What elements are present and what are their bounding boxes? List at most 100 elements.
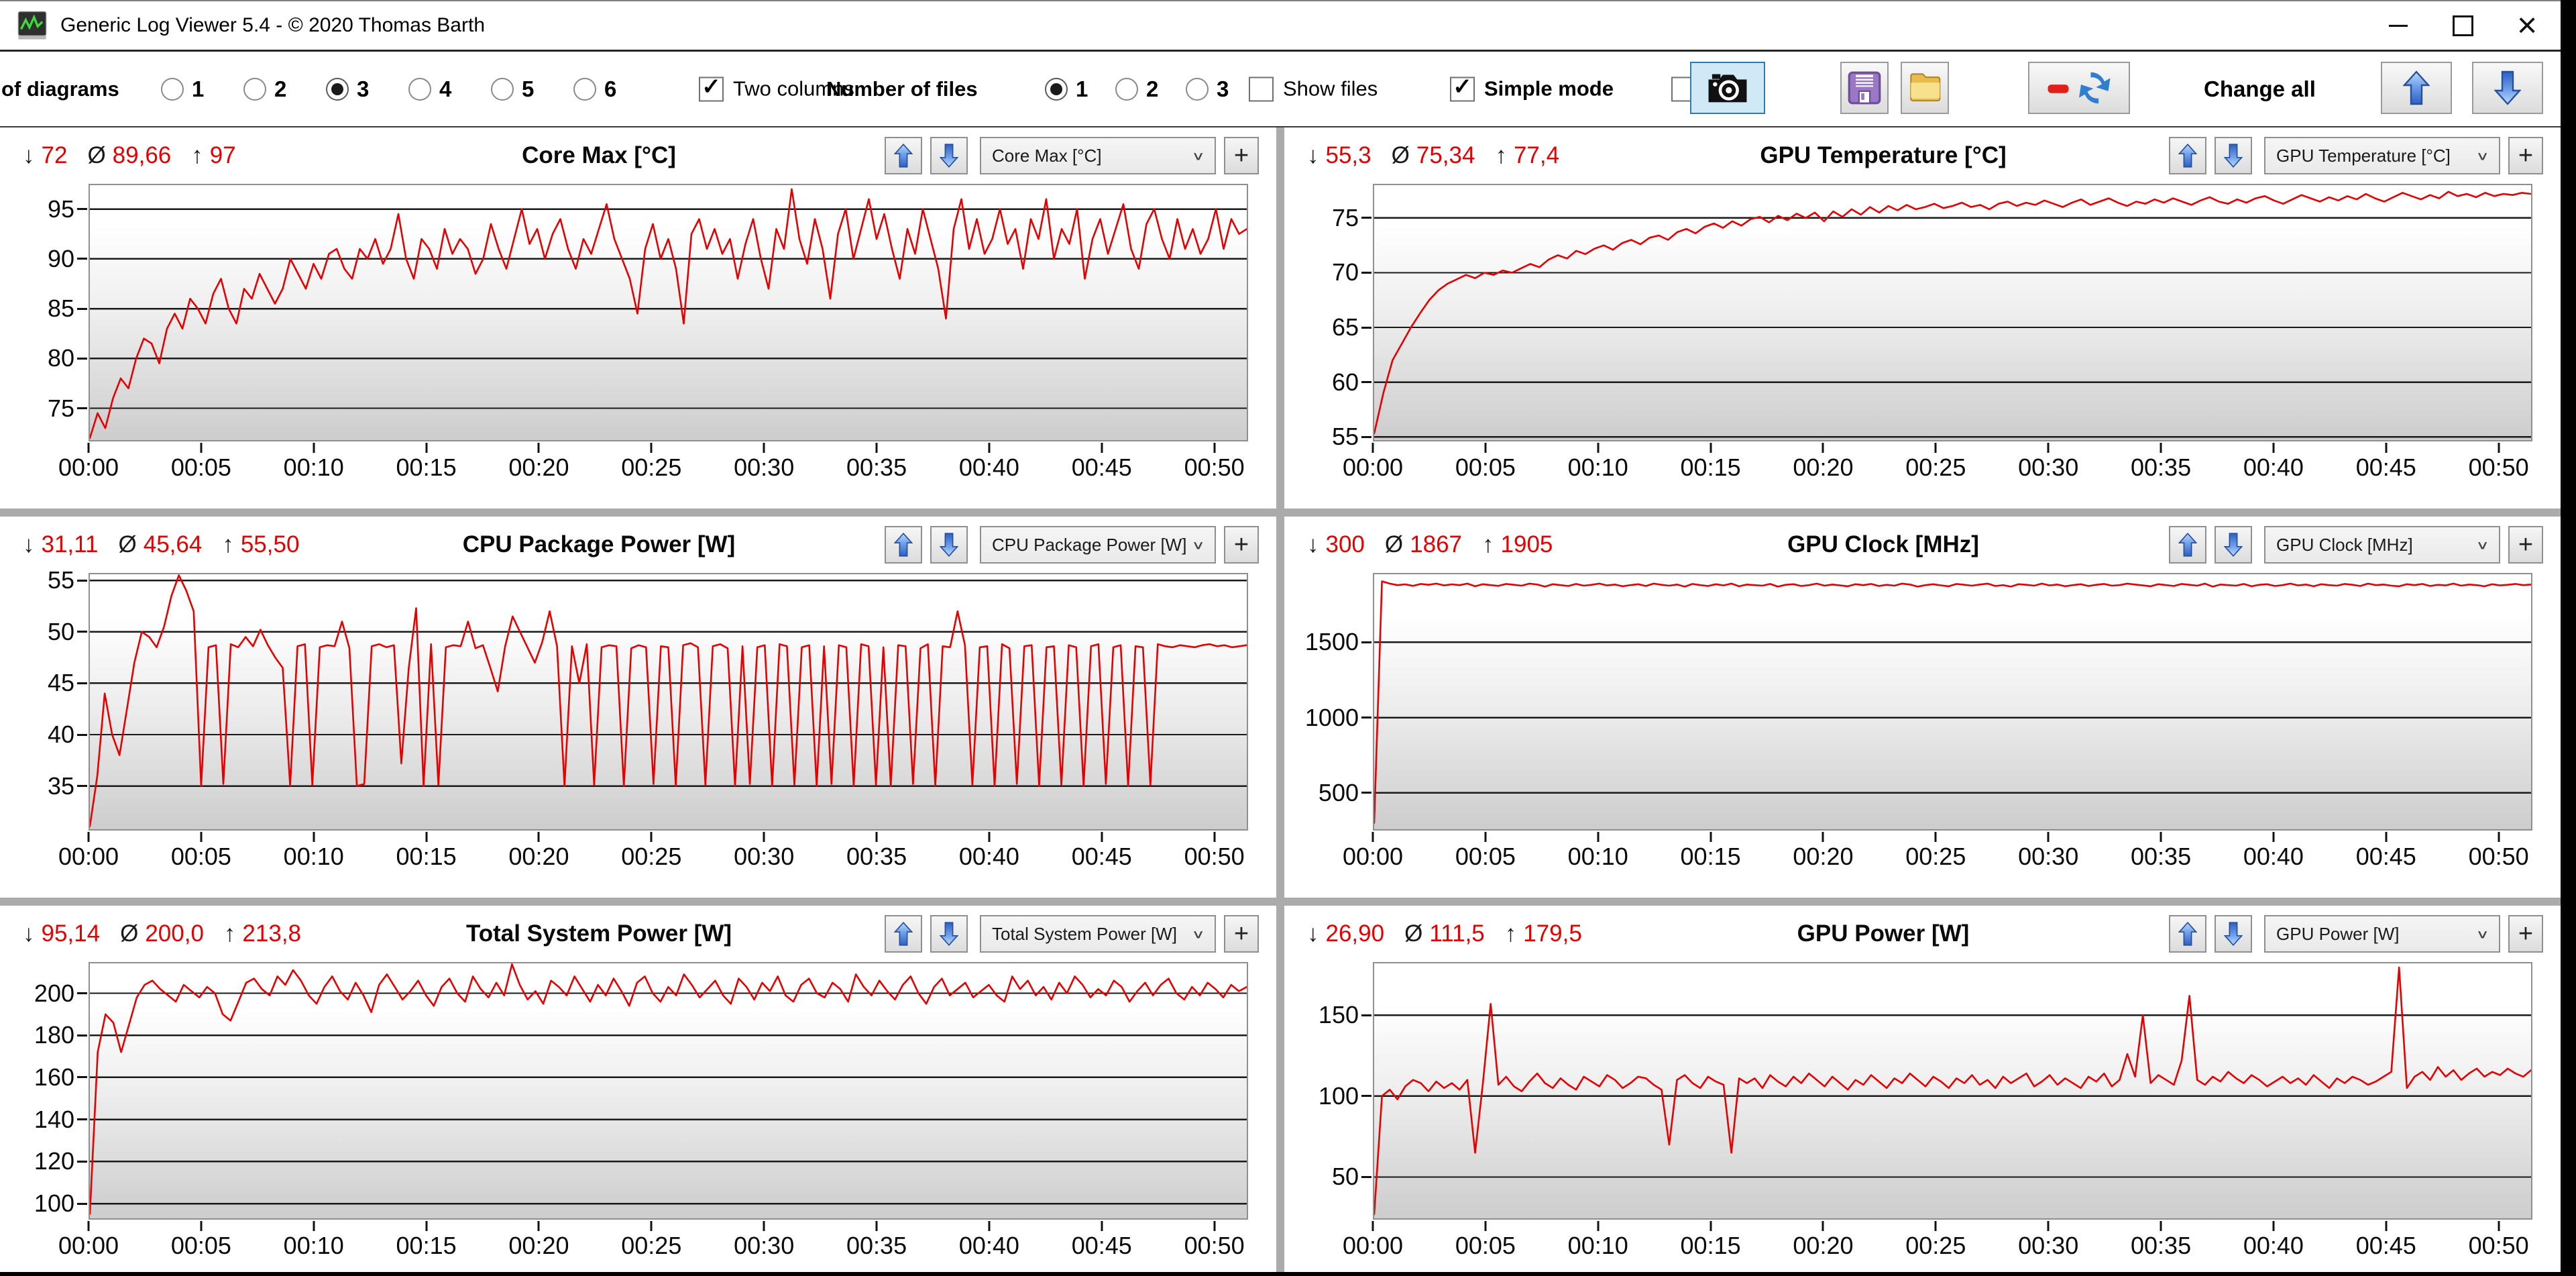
- simple-mode-checkbox[interactable]: ✓: [1450, 76, 1475, 101]
- show-files-checkbox[interactable]: ✓: [1249, 76, 1274, 101]
- diagram-count-radio-3[interactable]: [326, 77, 349, 101]
- arrow-up-icon: [2178, 143, 2197, 168]
- open-file-button[interactable]: [1901, 62, 1949, 114]
- file-count-radio-3[interactable]: [1186, 77, 1209, 101]
- x-tick-mark: [200, 832, 203, 842]
- diagram-count-radio-2[interactable]: [243, 77, 266, 101]
- arrow-up-icon: [894, 921, 913, 946]
- max-arrow-icon: ↑: [222, 531, 234, 557]
- x-tick-label: 00:25: [1905, 843, 1966, 870]
- x-tick-mark: [2160, 443, 2162, 453]
- diagrams-label-item: of diagrams: [1, 77, 119, 101]
- channel-select[interactable]: CPU Package Power [W] ∨: [980, 526, 1216, 564]
- file-count-option-1[interactable]: 1: [1045, 76, 1088, 102]
- y-tick-mark: [77, 682, 87, 684]
- move-up-button[interactable]: [885, 137, 922, 174]
- channel-select[interactable]: GPU Power [W] ∨: [2264, 915, 2500, 953]
- y-axis-labels: 1500 1000 500: [1284, 573, 1373, 831]
- channel-select[interactable]: GPU Temperature [°C] ∨: [2264, 137, 2500, 174]
- x-tick-label: 00:50: [2468, 843, 2529, 870]
- file-count-radio-2[interactable]: [1115, 77, 1138, 101]
- file-count-radio-1[interactable]: [1045, 77, 1068, 101]
- two-columns-option[interactable]: ✓ Two columns: [699, 76, 854, 101]
- channel-select[interactable]: Core Max [°C] ∨: [980, 137, 1216, 174]
- add-channel-button[interactable]: +: [2508, 137, 2543, 174]
- minimize-button[interactable]: [2366, 1, 2430, 50]
- diagram-count-radio-1[interactable]: [161, 77, 184, 101]
- stat-avg: 45,64: [143, 531, 203, 557]
- move-up-button[interactable]: [2169, 137, 2206, 174]
- x-axis-labels: 00:00 00:05 00:10 00:15 00:20 00:25 00:30 00:35…: [58, 831, 1248, 872]
- file-count-option-3[interactable]: 3: [1186, 76, 1229, 102]
- y-tick-label: 85: [47, 295, 74, 323]
- x-tick-mark: [875, 1221, 878, 1231]
- diagram-count-radio-5[interactable]: [491, 77, 514, 101]
- x-tick-label: 00:05: [170, 1232, 231, 1259]
- x-tick-mark: [988, 443, 991, 453]
- x-tick-label: 00:35: [2131, 454, 2192, 481]
- channel-select[interactable]: GPU Clock [MHz] ∨: [2264, 526, 2500, 564]
- diagram-count-radio-4[interactable]: [408, 77, 431, 101]
- move-down-button[interactable]: [2215, 137, 2252, 174]
- x-tick-mark: [425, 832, 428, 842]
- show-files-option[interactable]: ✓ Show files: [1249, 76, 1378, 101]
- add-channel-button[interactable]: +: [2508, 526, 2543, 564]
- x-tick-mark: [313, 443, 315, 453]
- y-tick-label: 50: [1331, 1163, 1359, 1191]
- diagram-count-option-2[interactable]: 2: [243, 76, 286, 102]
- diagram-count-option-5[interactable]: 5: [491, 76, 534, 102]
- max-arrow-icon: ↑: [1504, 920, 1517, 947]
- plot-area: [1373, 184, 2532, 441]
- chart-title: Core Max [°C]: [522, 142, 676, 168]
- y-tick-label: 500: [1318, 778, 1359, 806]
- move-down-button[interactable]: [2215, 915, 2252, 953]
- y-tick-label: 1500: [1304, 628, 1359, 656]
- x-tick-label: 00:45: [1071, 454, 1132, 481]
- x-tick-mark: [2047, 443, 2050, 453]
- camera-button[interactable]: [1690, 62, 1765, 114]
- move-down-button[interactable]: [2215, 526, 2252, 564]
- x-tick-label: 00:25: [621, 454, 682, 481]
- close-button[interactable]: ×: [2495, 1, 2559, 50]
- move-down-button[interactable]: [930, 915, 968, 953]
- reset-refresh-button[interactable]: [2028, 62, 2130, 114]
- x-tick-mark: [1934, 443, 1937, 453]
- save-button[interactable]: [1840, 62, 1889, 114]
- stat-avg: 1867: [1410, 531, 1463, 557]
- window-title: Generic Log Viewer 5.4 - © 2020 Thomas B…: [60, 14, 486, 36]
- y-tick-mark: [1361, 1014, 1371, 1016]
- channel-select[interactable]: Total System Power [W] ∨: [980, 915, 1216, 953]
- add-channel-button[interactable]: +: [1224, 526, 1259, 564]
- x-tick-mark: [1822, 443, 1824, 453]
- simple-mode-option[interactable]: ✓ Simple mode: [1450, 76, 1614, 101]
- move-down-button[interactable]: [930, 137, 968, 174]
- x-tick-label: 00:10: [283, 454, 344, 481]
- max-arrow-icon: ↑: [1495, 142, 1507, 168]
- x-tick-mark: [1371, 1221, 1374, 1231]
- channel-select-value: GPU Power [W]: [2276, 923, 2400, 944]
- add-channel-button[interactable]: +: [1224, 915, 1259, 953]
- add-channel-button[interactable]: +: [2508, 915, 2543, 953]
- move-up-button[interactable]: [2169, 526, 2206, 564]
- maximize-button[interactable]: [2430, 1, 2495, 50]
- x-tick-label: 00:50: [1184, 454, 1245, 481]
- x-tick-label: 00:45: [2355, 454, 2416, 481]
- y-tick-label: 120: [34, 1147, 74, 1175]
- move-down-button[interactable]: [930, 526, 968, 564]
- y-tick-mark: [77, 407, 87, 409]
- diagram-count-option-1[interactable]: 1: [161, 76, 204, 102]
- diagram-count-radio-6[interactable]: [573, 77, 596, 101]
- two-columns-checkbox[interactable]: ✓: [699, 76, 724, 101]
- move-up-button[interactable]: [885, 915, 922, 953]
- x-tick-label: 00:15: [396, 1232, 457, 1259]
- file-count-option-2[interactable]: 2: [1115, 76, 1158, 102]
- move-up-button[interactable]: [2169, 915, 2206, 953]
- add-channel-button[interactable]: +: [1224, 137, 1259, 174]
- diagram-count-option-6[interactable]: 6: [573, 76, 616, 102]
- change-all-down-button[interactable]: [2472, 62, 2543, 114]
- diagram-count-option-3[interactable]: 3: [326, 76, 369, 102]
- move-up-button[interactable]: [885, 526, 922, 564]
- stat-max: 213,8: [242, 920, 302, 947]
- change-all-up-button[interactable]: [2381, 62, 2452, 114]
- diagram-count-option-4[interactable]: 4: [408, 76, 451, 102]
